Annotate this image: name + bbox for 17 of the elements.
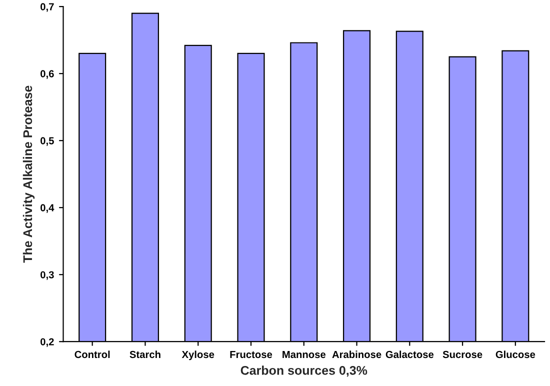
y-tick-label: 0,2 <box>40 338 54 347</box>
x-tick-label: Glucose <box>496 350 536 358</box>
x-tick-label: Arabinose <box>332 350 382 358</box>
x-tick-label: Starch <box>130 350 160 358</box>
x-tick-label: Galactose <box>386 350 434 358</box>
y-tick-label: 0,4 <box>40 204 54 213</box>
x-tick-label: Fructose <box>230 351 272 358</box>
x-tick-label: Sucrose <box>442 350 482 358</box>
x-axis-title: Carbon sources 0,3% <box>240 366 368 377</box>
y-tick-label: 0,6 <box>40 70 54 79</box>
x-tick-label: Xylose <box>182 350 214 360</box>
x-tick-label: Control <box>74 350 110 358</box>
x-tick-label: Mannose <box>282 351 326 358</box>
y-tick-label: 0,3 <box>40 271 54 280</box>
y-axis-title: The Activity Alkaline Protease <box>22 86 35 263</box>
y-tick-label: 0,5 <box>40 137 54 146</box>
y-tick-label: 0,7 <box>40 3 54 12</box>
